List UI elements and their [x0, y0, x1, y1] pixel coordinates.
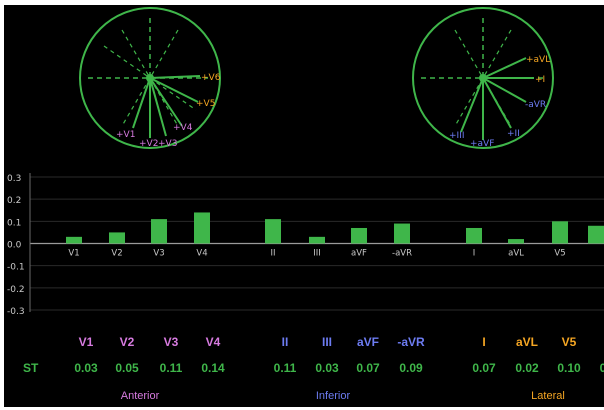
y-tick-label: -0.2 [7, 285, 25, 295]
st-value: 0.02 [515, 361, 539, 375]
st-bar-avl [508, 239, 524, 244]
x-tick-label: V3 [153, 249, 164, 259]
vector-label-iii: +III [449, 131, 465, 141]
st-bar-avf [351, 227, 367, 244]
lead-name-avf: aVF [357, 335, 379, 349]
lead-name-iii: III [322, 335, 332, 349]
chart-bars [66, 212, 604, 244]
vector-label-avr: -aVR [525, 100, 546, 110]
vector-ray-ii [482, 77, 512, 129]
st-bar-v1 [66, 236, 82, 244]
st-value: 0.05 [115, 361, 139, 375]
y-tick-label: 0.2 [7, 196, 21, 206]
x-tick-label: V1 [68, 249, 79, 259]
chart-gridlines [30, 176, 604, 311]
st-value: 0 [600, 361, 604, 375]
lead-name-v2: V2 [120, 335, 135, 349]
x-tick-label: II [270, 249, 275, 259]
frame-top-edge [0, 0, 604, 5]
st-bar-v3 [151, 219, 167, 244]
x-tick-label: aVL [508, 249, 524, 259]
group-label-inferior: Inferior [316, 390, 351, 402]
st-row-label: ST [23, 361, 39, 375]
group-label-lateral: Lateral [531, 390, 565, 402]
st-value: 0.09 [399, 361, 423, 375]
y-tick-label: -0.1 [7, 263, 25, 273]
vector-label-avf: +aVF [470, 139, 494, 149]
st-bar-iii [309, 236, 325, 244]
vector-ray-v4 [149, 77, 183, 127]
limb-diag-axis-2 [454, 29, 512, 127]
vector-ray-v3 [149, 77, 167, 137]
vector-label-i: +I [535, 75, 545, 85]
y-tick-label: 0.3 [7, 174, 21, 184]
vector-label-v2: +V2 [139, 139, 158, 149]
x-tick-label: -aVR [392, 249, 412, 259]
chart-y-axis: 0.3 0.2 0.1 0.0 -0.1 -0.2 -0.3 [7, 173, 31, 317]
lead-name-v3: V3 [164, 335, 179, 349]
y-tick-label: 0.1 [7, 218, 21, 228]
precordial-vector-circle: +V6 +V5 +V4 +V1 +V2 +V3 [79, 7, 221, 149]
vector-ray-v6 [149, 75, 201, 79]
limb-center-dot [479, 74, 487, 82]
st-bar-v2 [109, 232, 125, 244]
group-label-anterior: Anterior [121, 390, 160, 402]
limb-vector-circle: +aVL +I -aVR +II +III +aVF [412, 7, 554, 149]
st-value: 0.14 [201, 361, 225, 375]
y-tick-label: -0.3 [7, 307, 25, 317]
lead-name-avl: aVL [516, 335, 538, 349]
vector-label-v6: +V6 [201, 73, 221, 83]
st-bar-v5 [552, 221, 568, 244]
vector-label-v4: +V4 [173, 123, 193, 133]
x-tick-label: V2 [111, 249, 122, 259]
st-bar-ii [265, 219, 281, 244]
lead-name-i: I [482, 335, 485, 349]
lead-name-v1: V1 [79, 335, 94, 349]
vector-ray-v5 [149, 77, 199, 103]
vector-ray-iii [460, 77, 484, 133]
st-bar-i [466, 227, 482, 244]
st-summary-table: ST V1 0.03 V2 0.05 V3 0.11 V4 0.14 Anterior II 0.1… [23, 335, 604, 402]
vector-label-ii: +II [507, 129, 520, 139]
limb-diag-axis-1 [454, 29, 512, 127]
vector-ray-avr [482, 77, 527, 103]
st-value: 0.07 [356, 361, 380, 375]
limb-circle-outline [412, 7, 554, 149]
lead-name-ii: II [282, 335, 289, 349]
x-tick-label: I [473, 249, 476, 259]
x-tick-label: aVF [351, 249, 367, 259]
vector-ray-avl [482, 57, 527, 79]
frame-left-edge [0, 0, 4, 410]
precordial-diag-axis-1 [121, 29, 179, 127]
st-value: 0.03 [74, 361, 98, 375]
frame-bottom-edge [0, 407, 604, 410]
precordial-diag-axis-2 [121, 29, 179, 127]
st-bar-v4 [194, 212, 210, 244]
vector-label-v3: +V3 [158, 139, 177, 149]
st-value: 0.10 [557, 361, 581, 375]
lead-name-neg-avr: -aVR [397, 335, 425, 349]
st-value: 0.11 [160, 361, 183, 375]
lead-name-v5: V5 [562, 335, 577, 349]
vector-ray-v1 [132, 77, 151, 129]
precordial-center-dot [146, 74, 154, 82]
vector-label-v1: +V1 [116, 130, 135, 140]
precordial-circle-outline [79, 7, 221, 149]
vector-label-v5: +V5 [196, 99, 215, 109]
x-tick-label: V4 [196, 249, 207, 259]
st-value: 0.03 [315, 361, 339, 375]
st-bar-v6 [588, 225, 604, 244]
lead-name-v4: V4 [206, 335, 221, 349]
x-tick-label: III [313, 249, 321, 259]
y-tick-label: 0.0 [7, 241, 22, 251]
st-value: 0.07 [472, 361, 496, 375]
st-bar-neg-avr [394, 223, 410, 244]
x-tick-label: V5 [554, 249, 565, 259]
vector-label-avl: +aVL [526, 55, 550, 65]
st-value: 0.11 [274, 361, 297, 375]
